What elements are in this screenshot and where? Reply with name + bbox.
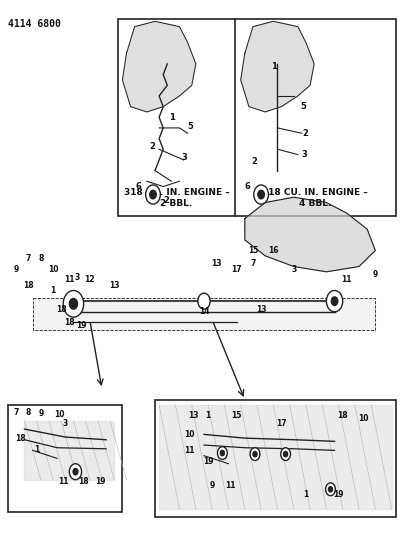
- Text: 18: 18: [337, 411, 348, 421]
- Text: 10: 10: [184, 430, 195, 439]
- Polygon shape: [33, 298, 375, 330]
- Text: 18: 18: [23, 281, 34, 290]
- Text: 1: 1: [34, 445, 39, 454]
- Bar: [8, 405, 122, 512]
- Text: 3: 3: [182, 153, 187, 162]
- Text: 17: 17: [276, 419, 287, 429]
- Text: 18: 18: [15, 434, 26, 443]
- Text: 3: 3: [302, 150, 308, 159]
- Text: 10: 10: [358, 414, 368, 423]
- Text: 10: 10: [54, 410, 64, 419]
- Bar: [118, 19, 396, 216]
- Text: 16: 16: [268, 246, 279, 255]
- Circle shape: [250, 448, 260, 461]
- Circle shape: [73, 469, 78, 475]
- Text: 19: 19: [203, 457, 213, 466]
- Text: 5: 5: [187, 122, 193, 131]
- Text: 18: 18: [78, 477, 89, 486]
- Text: 8: 8: [26, 408, 31, 417]
- Text: 7: 7: [26, 254, 31, 263]
- Text: 13: 13: [211, 260, 222, 269]
- Text: 1: 1: [206, 411, 211, 421]
- Polygon shape: [245, 197, 375, 272]
- Text: 1: 1: [51, 286, 55, 295]
- Text: 18: 18: [56, 305, 67, 314]
- Text: 18: 18: [64, 318, 75, 327]
- Text: 11: 11: [64, 276, 75, 285]
- Circle shape: [326, 483, 335, 496]
- Text: 2: 2: [251, 157, 257, 166]
- Text: 3: 3: [291, 265, 296, 274]
- Circle shape: [328, 487, 333, 492]
- Circle shape: [220, 450, 224, 456]
- Text: 11: 11: [225, 481, 236, 490]
- Circle shape: [217, 447, 227, 459]
- Circle shape: [326, 290, 343, 312]
- Text: 14: 14: [199, 308, 209, 317]
- Circle shape: [281, 448, 290, 461]
- Polygon shape: [24, 421, 114, 480]
- Text: 6: 6: [136, 182, 142, 191]
- Text: 9: 9: [38, 409, 43, 418]
- Text: 1: 1: [271, 62, 277, 71]
- Circle shape: [253, 451, 257, 457]
- Text: 2: 2: [163, 196, 169, 205]
- Text: 5: 5: [300, 102, 306, 111]
- Text: 1: 1: [304, 490, 308, 499]
- Text: 318 CU. IN. ENGINE –
4 BBL.: 318 CU. IN. ENGINE – 4 BBL.: [262, 189, 368, 208]
- Text: 15: 15: [248, 246, 258, 255]
- Circle shape: [254, 185, 268, 204]
- Text: 9: 9: [14, 265, 19, 274]
- Text: 19: 19: [76, 321, 87, 330]
- Text: 3: 3: [63, 419, 68, 429]
- Text: 13: 13: [256, 305, 266, 314]
- Circle shape: [69, 298, 78, 309]
- Circle shape: [198, 293, 210, 309]
- Polygon shape: [159, 405, 392, 509]
- Text: 1: 1: [169, 113, 175, 122]
- Text: 12: 12: [84, 276, 95, 285]
- Text: 8: 8: [38, 254, 44, 263]
- Polygon shape: [241, 21, 314, 112]
- Text: 17: 17: [231, 265, 242, 274]
- Polygon shape: [122, 21, 196, 112]
- Circle shape: [150, 190, 156, 199]
- Text: 11: 11: [184, 446, 195, 455]
- Text: 7: 7: [13, 408, 19, 417]
- Text: 19: 19: [95, 477, 105, 486]
- Text: 10: 10: [48, 265, 58, 274]
- Text: 318 CU. IN. ENGINE –
2 BBL.: 318 CU. IN. ENGINE – 2 BBL.: [124, 189, 229, 208]
- Text: 3: 3: [75, 273, 80, 282]
- Text: 11: 11: [341, 276, 352, 285]
- Text: 15: 15: [231, 411, 242, 421]
- Text: 6: 6: [245, 182, 251, 191]
- Text: 13: 13: [109, 281, 120, 290]
- Text: 2: 2: [149, 142, 155, 151]
- Circle shape: [258, 190, 264, 199]
- Text: 2: 2: [302, 129, 308, 138]
- Text: 7: 7: [250, 260, 256, 269]
- Bar: [155, 400, 396, 517]
- Text: 9: 9: [210, 481, 215, 490]
- Circle shape: [69, 464, 82, 480]
- Text: 13: 13: [188, 411, 199, 421]
- Circle shape: [146, 185, 160, 204]
- Text: 19: 19: [333, 490, 344, 499]
- Text: 11: 11: [58, 477, 69, 486]
- Text: 4114 6800: 4114 6800: [8, 19, 61, 29]
- Circle shape: [331, 297, 338, 305]
- Circle shape: [63, 290, 84, 317]
- Text: 9: 9: [373, 270, 378, 279]
- Circle shape: [284, 451, 288, 457]
